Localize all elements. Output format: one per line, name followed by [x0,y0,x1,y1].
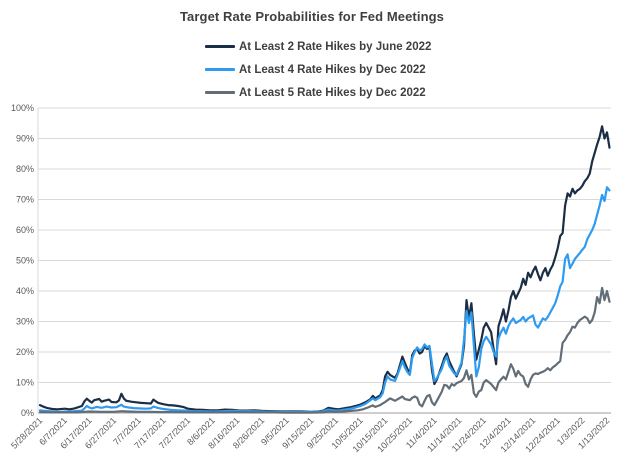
y-tick-label: 0% [21,408,34,418]
y-tick-label: 30% [16,317,34,327]
x-tick-label: 5/28/2021 [9,415,44,450]
legend-item: At Least 4 Rate Hikes by Dec 2022 [205,58,431,81]
y-tick-label: 60% [16,225,34,235]
y-tick-label: 40% [16,286,34,296]
legend-label: At Least 4 Rate Hikes by Dec 2022 [239,63,426,76]
y-tick-label: 80% [16,164,34,174]
legend-line-swatch [205,45,235,48]
y-tick-label: 100% [11,103,34,113]
y-tick-label: 70% [16,195,34,205]
chart-title: Target Rate Probabilities for Fed Meetin… [179,9,444,24]
legend-item: At Least 2 Rate Hikes by June 2022 [205,35,431,58]
legend-item: At Least 5 Rate Hikes by Dec 2022 [205,81,431,104]
series-line-3 [38,286,611,414]
y-tick-label: 90% [16,134,34,144]
legend-label: At Least 5 Rate Hikes by Dec 2022 [239,86,426,99]
legend-line-swatch [205,91,235,94]
chart-legend: At Least 2 Rate Hikes by June 2022 At Le… [205,35,431,104]
series-line-2 [38,186,611,414]
legend-label: At Least 2 Rate Hikes by June 2022 [239,40,432,53]
series-line-1 [38,125,611,413]
y-tick-label: 50% [16,256,34,266]
legend-line-swatch [205,68,235,71]
y-tick-label: 10% [16,378,34,388]
y-tick-label: 20% [16,347,34,357]
